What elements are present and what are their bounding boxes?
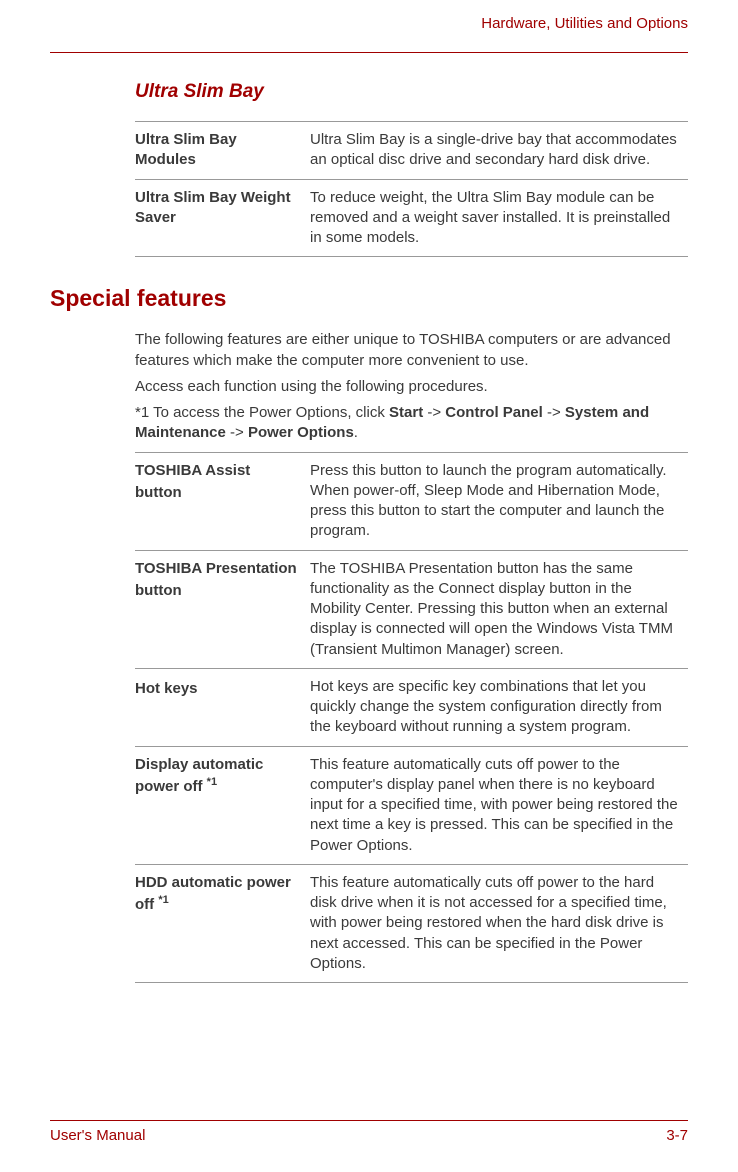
feature-desc: To reduce weight, the Ultra Slim Bay mod… — [310, 179, 688, 257]
intro-paragraph-1: The following features are either unique… — [135, 330, 688, 371]
footer-left: User's Manual — [50, 1127, 145, 1144]
section-title-ultra-slim-bay: Ultra Slim Bay — [135, 81, 688, 103]
feature-label: HDD automatic power off *1 — [135, 864, 310, 982]
intro3-power-options: Power Options — [248, 424, 354, 441]
ultra-slim-bay-block: Ultra Slim Bay Modules Ultra Slim Bay is… — [135, 121, 688, 257]
table-row: TOSHIBA Presentation button The TOSHIBA … — [135, 550, 688, 668]
section-title-special-features: Special features — [50, 285, 688, 312]
feature-desc: This feature automatically cuts off powe… — [310, 746, 688, 864]
intro-paragraph-3: *1 To access the Power Options, click St… — [135, 403, 688, 444]
table-row: Display automatic power off *1 This feat… — [135, 746, 688, 864]
table-row: TOSHIBA Assist button Press this button … — [135, 452, 688, 550]
feature-desc: The TOSHIBA Presentation button has the … — [310, 550, 688, 668]
feature-desc: Ultra Slim Bay is a single-drive bay tha… — [310, 122, 688, 180]
table-row: Hot keys Hot keys are specific key combi… — [135, 668, 688, 746]
intro3-sep1: -> — [423, 404, 445, 421]
ultra-slim-bay-table: Ultra Slim Bay Modules Ultra Slim Bay is… — [135, 121, 688, 257]
label-sup: *1 — [158, 894, 168, 906]
intro3-sep3: -> — [226, 424, 248, 441]
intro3-start: Start — [389, 404, 423, 421]
feature-desc: Hot keys are specific key combinations t… — [310, 668, 688, 746]
feature-desc: Press this button to launch the program … — [310, 452, 688, 550]
feature-label: Hot keys — [135, 668, 310, 746]
label-text: TOSHIBA Presentation button — [135, 560, 297, 599]
table-row: Ultra Slim Bay Weight Saver To reduce we… — [135, 179, 688, 257]
special-features-block: The following features are either unique… — [135, 330, 688, 983]
feature-desc: This feature automatically cuts off powe… — [310, 864, 688, 982]
intro3-control-panel: Control Panel — [445, 404, 543, 421]
special-features-table: TOSHIBA Assist button Press this button … — [135, 452, 688, 984]
table-row: Ultra Slim Bay Modules Ultra Slim Bay is… — [135, 122, 688, 180]
feature-label: Ultra Slim Bay Weight Saver — [135, 179, 310, 257]
intro3-prefix: *1 To access the Power Options, click — [135, 404, 389, 421]
feature-label: TOSHIBA Assist button — [135, 452, 310, 550]
label-text: Display automatic power off — [135, 756, 263, 795]
label-sup: *1 — [207, 776, 217, 788]
intro-paragraph-2: Access each function using the following… — [135, 377, 688, 397]
intro3-sep2: -> — [543, 404, 565, 421]
header-rule — [50, 52, 688, 53]
feature-label: TOSHIBA Presentation button — [135, 550, 310, 668]
table-row: HDD automatic power off *1 This feature … — [135, 864, 688, 982]
feature-label: Ultra Slim Bay Modules — [135, 122, 310, 180]
feature-label: Display automatic power off *1 — [135, 746, 310, 864]
page-footer: User's Manual 3-7 — [50, 1120, 688, 1144]
label-text: TOSHIBA Assist button — [135, 462, 250, 501]
intro3-suffix: . — [354, 424, 358, 441]
chapter-header: Hardware, Utilities and Options — [50, 15, 688, 32]
label-text: Hot keys — [135, 680, 198, 697]
footer-right: 3-7 — [666, 1127, 688, 1144]
